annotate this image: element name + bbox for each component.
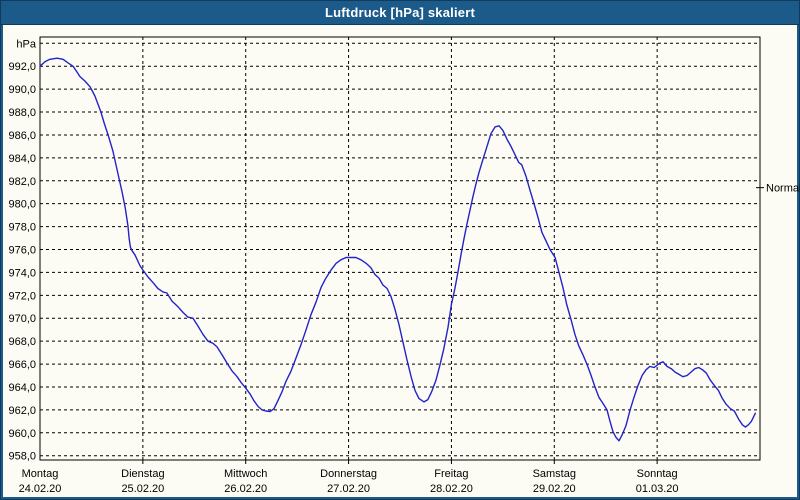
y-tick-label: 984,0 — [8, 153, 36, 165]
y-tick-label: 976,0 — [8, 245, 36, 257]
y-axis-unit-label: hPa — [16, 38, 36, 50]
x-axis-ticks — [142, 460, 658, 464]
x-axis-labels: Montag 24.02.20 Dienstag 25.02.20 Mittwoch 26… — [19, 468, 679, 495]
y-tick-label: 960,0 — [8, 428, 36, 440]
y-grid — [40, 42, 760, 457]
y-axis-labels: hPa 992,0 990,0 988,0 986,0 984,0 982,0 980,0 97… — [8, 38, 36, 462]
y-tick-label: 978,0 — [8, 222, 36, 234]
y-tick-label: 958,0 — [8, 451, 36, 463]
y-tick-label: 972,0 — [8, 290, 36, 302]
y-tick-label: 982,0 — [8, 176, 36, 188]
day-date-label: 24.02.20 — [19, 483, 62, 495]
normal-marker: Normal — [756, 183, 800, 195]
normal-label: Normal — [766, 183, 800, 195]
y-tick-label: 980,0 — [8, 199, 36, 211]
day-date-label: 28.02.20 — [430, 483, 473, 495]
content-background — [3, 25, 797, 497]
plot-border — [39, 36, 761, 461]
y-tick-label: 986,0 — [8, 130, 36, 142]
day-name-label: Sonntag — [637, 468, 678, 480]
day-name-label: Dienstag — [121, 468, 164, 480]
day-date-label: 25.02.20 — [121, 483, 164, 495]
y-tick-label: 992,0 — [8, 61, 36, 73]
title-bar[interactable]: Luftdruck [hPa] skaliert — [0, 0, 800, 25]
y-tick-label: 962,0 — [8, 405, 36, 417]
day-name-label: Montag — [22, 468, 59, 480]
y-tick-label: 968,0 — [8, 336, 36, 348]
day-name-label: Freitag — [434, 468, 468, 480]
x-grid — [142, 37, 658, 460]
y-tick-label: 988,0 — [8, 107, 36, 119]
day-date-label: 26.02.20 — [224, 483, 267, 495]
y-tick-label: 966,0 — [8, 359, 36, 371]
day-name-label: Samstag — [533, 468, 576, 480]
day-name-label: Mittwoch — [224, 468, 267, 480]
y-tick-label: 964,0 — [8, 382, 36, 394]
day-name-label: Donnerstag — [320, 468, 377, 480]
day-date-label: 27.02.20 — [327, 483, 370, 495]
day-date-label: 29.02.20 — [533, 483, 576, 495]
window-title: Luftdruck [hPa] skaliert — [325, 4, 475, 20]
day-date-label: 01.03.20 — [636, 483, 679, 495]
y-tick-label: 974,0 — [8, 267, 36, 279]
y-tick-label: 970,0 — [8, 313, 36, 325]
y-tick-label: 990,0 — [8, 84, 36, 96]
pressure-curve — [39, 57, 756, 442]
